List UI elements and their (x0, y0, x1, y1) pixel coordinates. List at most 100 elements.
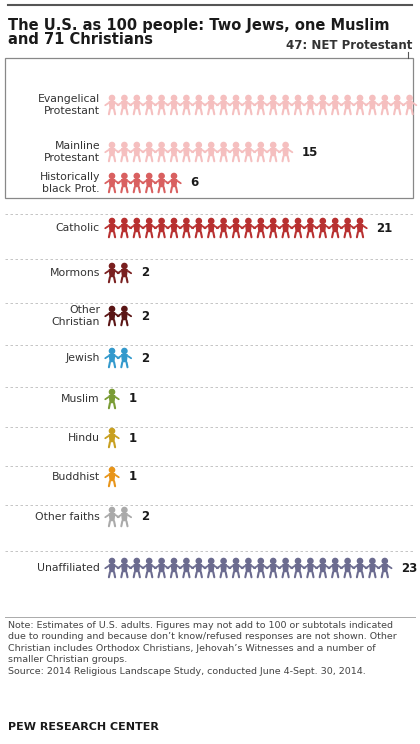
Polygon shape (121, 101, 128, 109)
Polygon shape (357, 101, 363, 109)
Circle shape (184, 142, 189, 147)
Circle shape (159, 559, 164, 564)
Polygon shape (146, 101, 152, 109)
Polygon shape (220, 148, 227, 156)
Polygon shape (208, 101, 215, 109)
Circle shape (283, 559, 288, 564)
Circle shape (370, 559, 375, 564)
Circle shape (134, 142, 139, 147)
Polygon shape (109, 513, 116, 522)
Circle shape (109, 173, 115, 179)
Polygon shape (381, 101, 388, 109)
Circle shape (320, 559, 326, 564)
Text: Mormons: Mormons (50, 268, 100, 278)
Circle shape (122, 559, 127, 564)
Polygon shape (257, 148, 264, 156)
Text: 2: 2 (141, 266, 149, 280)
Polygon shape (121, 224, 128, 232)
Polygon shape (257, 564, 264, 572)
Polygon shape (294, 564, 302, 572)
Circle shape (221, 219, 226, 224)
Polygon shape (183, 564, 190, 572)
Polygon shape (332, 564, 339, 572)
Polygon shape (282, 148, 289, 156)
Text: 23: 23 (401, 562, 417, 574)
Polygon shape (109, 312, 116, 320)
Polygon shape (171, 179, 177, 187)
Text: 2: 2 (141, 510, 149, 524)
Circle shape (258, 219, 263, 224)
Polygon shape (158, 101, 165, 109)
Polygon shape (158, 148, 165, 156)
Polygon shape (319, 224, 326, 232)
Polygon shape (319, 564, 326, 572)
Text: Catholic: Catholic (56, 223, 100, 233)
Polygon shape (158, 224, 165, 232)
Circle shape (345, 219, 350, 224)
Circle shape (407, 95, 412, 100)
Circle shape (109, 263, 115, 269)
Circle shape (209, 95, 214, 100)
Polygon shape (245, 101, 252, 109)
Circle shape (109, 307, 115, 312)
Circle shape (234, 559, 239, 564)
Polygon shape (171, 148, 177, 156)
Polygon shape (208, 148, 215, 156)
Text: 1: 1 (129, 470, 137, 484)
Polygon shape (121, 148, 128, 156)
Polygon shape (233, 564, 239, 572)
Polygon shape (332, 224, 339, 232)
Circle shape (122, 348, 127, 353)
Circle shape (171, 559, 176, 564)
Text: 2: 2 (141, 351, 149, 365)
Polygon shape (121, 312, 128, 320)
Polygon shape (109, 434, 116, 442)
Polygon shape (381, 564, 388, 572)
Polygon shape (270, 564, 277, 572)
Circle shape (109, 348, 115, 353)
Circle shape (134, 559, 139, 564)
Polygon shape (294, 224, 302, 232)
Polygon shape (121, 179, 128, 187)
Circle shape (308, 95, 313, 100)
Circle shape (134, 219, 139, 224)
Circle shape (196, 219, 202, 224)
Circle shape (122, 507, 127, 513)
Polygon shape (270, 101, 277, 109)
Text: Muslim: Muslim (61, 394, 100, 404)
Polygon shape (171, 101, 177, 109)
Polygon shape (171, 224, 177, 232)
Polygon shape (282, 564, 289, 572)
Polygon shape (109, 395, 116, 403)
Circle shape (234, 95, 239, 100)
Circle shape (196, 95, 202, 100)
Polygon shape (344, 564, 351, 572)
Polygon shape (233, 148, 239, 156)
Polygon shape (406, 101, 413, 109)
Circle shape (357, 219, 362, 224)
Circle shape (122, 219, 127, 224)
Circle shape (109, 559, 115, 564)
Polygon shape (121, 564, 128, 572)
Text: Historically
black Prot.: Historically black Prot. (39, 173, 100, 193)
Circle shape (122, 263, 127, 269)
Circle shape (382, 95, 387, 100)
Polygon shape (233, 101, 239, 109)
Circle shape (357, 559, 362, 564)
Circle shape (258, 95, 263, 100)
Polygon shape (195, 564, 202, 572)
Text: 47: NET Protestant: 47: NET Protestant (286, 39, 412, 52)
Polygon shape (369, 101, 376, 109)
Circle shape (159, 95, 164, 100)
Circle shape (320, 95, 326, 100)
Circle shape (209, 219, 214, 224)
Polygon shape (134, 564, 140, 572)
Circle shape (109, 429, 115, 434)
Text: 21: 21 (376, 222, 393, 234)
Polygon shape (282, 101, 289, 109)
Circle shape (171, 173, 176, 179)
Circle shape (246, 559, 251, 564)
Circle shape (345, 95, 350, 100)
Circle shape (333, 219, 338, 224)
Circle shape (196, 559, 202, 564)
